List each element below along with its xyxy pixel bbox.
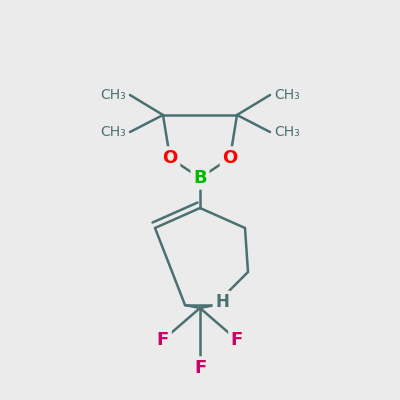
Text: B: B bbox=[193, 169, 207, 187]
Text: O: O bbox=[222, 149, 238, 167]
Text: CH₃: CH₃ bbox=[274, 88, 300, 102]
Text: CH₃: CH₃ bbox=[100, 88, 126, 102]
Text: CH₃: CH₃ bbox=[274, 125, 300, 139]
Text: F: F bbox=[157, 331, 169, 349]
Text: F: F bbox=[231, 331, 243, 349]
Text: CH₃: CH₃ bbox=[100, 125, 126, 139]
Text: F: F bbox=[194, 359, 206, 377]
Text: O: O bbox=[162, 149, 178, 167]
Text: H: H bbox=[215, 293, 229, 311]
